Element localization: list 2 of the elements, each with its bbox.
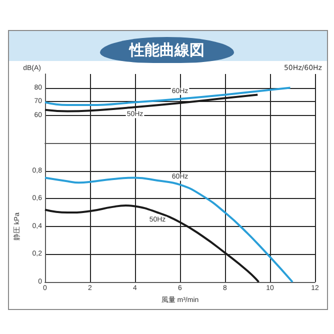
line-series bbox=[44, 86, 292, 106]
chart-title: 性能曲線図 bbox=[100, 37, 234, 63]
